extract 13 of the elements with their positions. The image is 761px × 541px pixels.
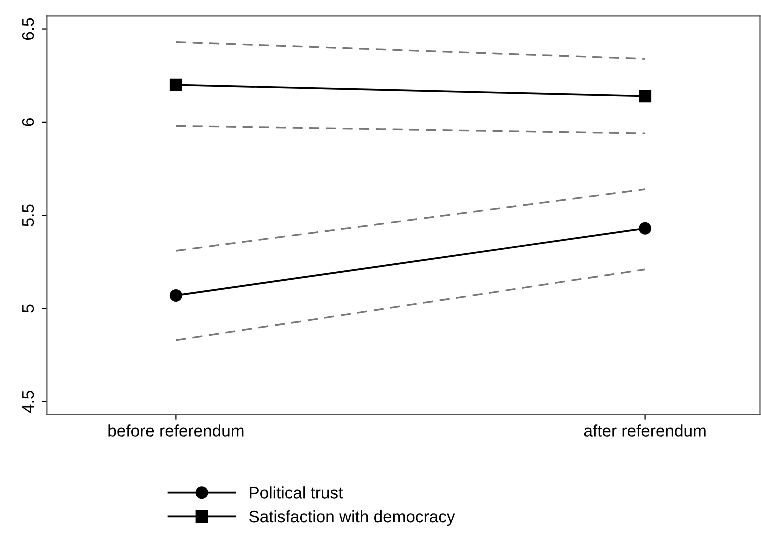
y-tick-label: 5.5 [22,204,34,227]
y-tick-label: 4.5 [22,391,34,414]
point [639,90,652,103]
point [170,78,182,92]
x-tick-label: after referendum [584,424,706,437]
point [639,222,652,235]
x-tick-label: before referendum [108,424,244,437]
legend-label: Satisfaction with democracy [249,510,456,526]
legend-label: Political trust [250,486,344,499]
point [170,289,182,302]
y-tick-label: 6.5 [22,18,34,40]
y-tick-label: 6 [22,118,34,126]
y-tick-label: 5 [22,304,34,313]
